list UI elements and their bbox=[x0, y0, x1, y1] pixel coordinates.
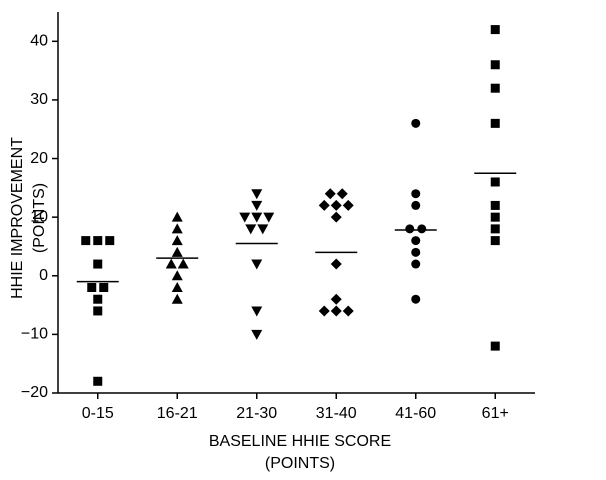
x-tick-label: 21-30 bbox=[236, 405, 277, 422]
point bbox=[93, 306, 103, 316]
x-tick-label: 16-21 bbox=[157, 405, 198, 422]
point bbox=[87, 282, 97, 292]
y-tick-label: 10 bbox=[30, 208, 48, 225]
point bbox=[411, 259, 421, 269]
point bbox=[251, 306, 263, 317]
point bbox=[490, 236, 500, 246]
point bbox=[490, 83, 500, 93]
point bbox=[105, 236, 115, 246]
point bbox=[490, 60, 500, 70]
point bbox=[318, 305, 330, 317]
point bbox=[239, 212, 251, 223]
point bbox=[330, 305, 342, 317]
point bbox=[336, 188, 348, 200]
point bbox=[81, 236, 91, 246]
point bbox=[490, 118, 500, 128]
y-tick-label: 0 bbox=[39, 267, 48, 284]
point bbox=[251, 200, 263, 211]
x-axis-label: (POINTS) bbox=[265, 455, 335, 472]
point bbox=[490, 200, 500, 210]
y-tick-label: 30 bbox=[30, 91, 48, 108]
point bbox=[324, 188, 336, 200]
x-tick-label: 41-60 bbox=[395, 405, 436, 422]
point bbox=[330, 199, 342, 211]
point bbox=[411, 294, 421, 304]
point bbox=[411, 189, 421, 199]
point bbox=[165, 258, 177, 269]
point bbox=[417, 224, 427, 234]
point bbox=[490, 25, 500, 35]
point bbox=[490, 177, 500, 187]
point bbox=[490, 224, 500, 234]
point bbox=[411, 200, 421, 210]
point bbox=[171, 281, 183, 292]
point bbox=[93, 259, 103, 269]
point bbox=[411, 236, 421, 246]
point bbox=[330, 211, 342, 223]
point bbox=[330, 293, 342, 305]
point bbox=[251, 329, 263, 340]
y-tick-label: 40 bbox=[30, 33, 48, 50]
y-axis-label: (POINTS) bbox=[31, 183, 48, 253]
point bbox=[251, 212, 263, 223]
point bbox=[318, 199, 330, 211]
point bbox=[257, 224, 269, 235]
point bbox=[171, 223, 183, 234]
point bbox=[171, 235, 183, 246]
x-axis-label: BASELINE HHIE SCORE bbox=[209, 433, 391, 450]
x-tick-label: 31-40 bbox=[316, 405, 357, 422]
point bbox=[263, 212, 275, 223]
point bbox=[93, 376, 103, 386]
y-tick-label: 20 bbox=[30, 150, 48, 167]
point bbox=[251, 189, 263, 200]
point bbox=[171, 246, 183, 257]
point bbox=[490, 212, 500, 222]
point bbox=[171, 293, 183, 304]
point bbox=[171, 270, 183, 281]
point bbox=[245, 224, 257, 235]
point bbox=[342, 305, 354, 317]
point bbox=[93, 236, 103, 246]
point bbox=[171, 211, 183, 222]
point bbox=[490, 341, 500, 351]
point bbox=[93, 294, 103, 304]
point bbox=[251, 259, 263, 270]
point bbox=[411, 118, 421, 128]
x-tick-label: 0-15 bbox=[82, 405, 114, 422]
point bbox=[405, 224, 415, 234]
y-axis-label: HHIE IMPROVEMENT bbox=[9, 137, 26, 299]
point bbox=[330, 258, 342, 270]
point bbox=[177, 258, 189, 269]
x-tick-label: 61+ bbox=[482, 405, 509, 422]
y-tick-label: −10 bbox=[21, 326, 48, 343]
point bbox=[342, 199, 354, 211]
point bbox=[99, 282, 109, 292]
y-tick-label: −20 bbox=[21, 384, 48, 401]
point bbox=[411, 247, 421, 257]
